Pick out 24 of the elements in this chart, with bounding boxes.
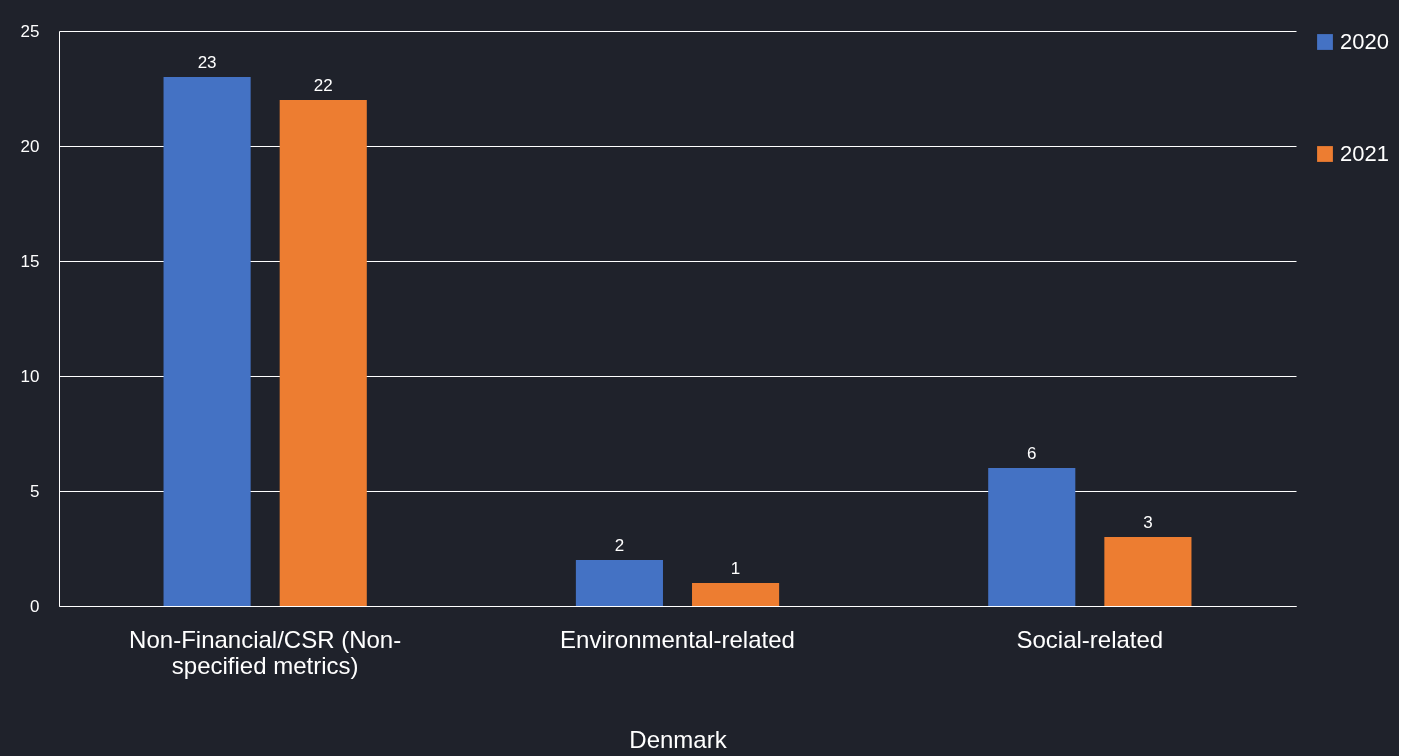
bar — [279, 100, 367, 606]
x-tick-label: Non-Financial/CSR (Non-specified metrics) — [129, 625, 402, 679]
data-label: 2 — [614, 536, 625, 555]
legend-label: 2020 — [1340, 29, 1389, 54]
data-label: 23 — [197, 53, 217, 72]
y-tick-label: 15 — [20, 251, 40, 271]
y-tick-label: 20 — [20, 136, 40, 156]
bar — [988, 468, 1076, 606]
y-tick-label: 0 — [30, 596, 40, 616]
y-tick-label: 25 — [20, 21, 40, 41]
bar — [692, 583, 780, 606]
y-tick-label: 5 — [30, 481, 40, 501]
y-tick-label: 10 — [20, 366, 40, 386]
data-label: 1 — [730, 559, 741, 578]
bar — [575, 560, 663, 606]
x-axis-title: Denmark — [629, 725, 728, 753]
legend-label: 2021 — [1340, 141, 1389, 166]
bar — [1104, 537, 1192, 606]
data-label: 3 — [1143, 513, 1153, 532]
data-label: 22 — [313, 76, 333, 95]
bar — [163, 77, 251, 606]
data-label: 6 — [1027, 444, 1037, 463]
x-tick-label: Environmental-related — [560, 625, 795, 653]
x-tick-label: Social-related — [1016, 625, 1164, 653]
